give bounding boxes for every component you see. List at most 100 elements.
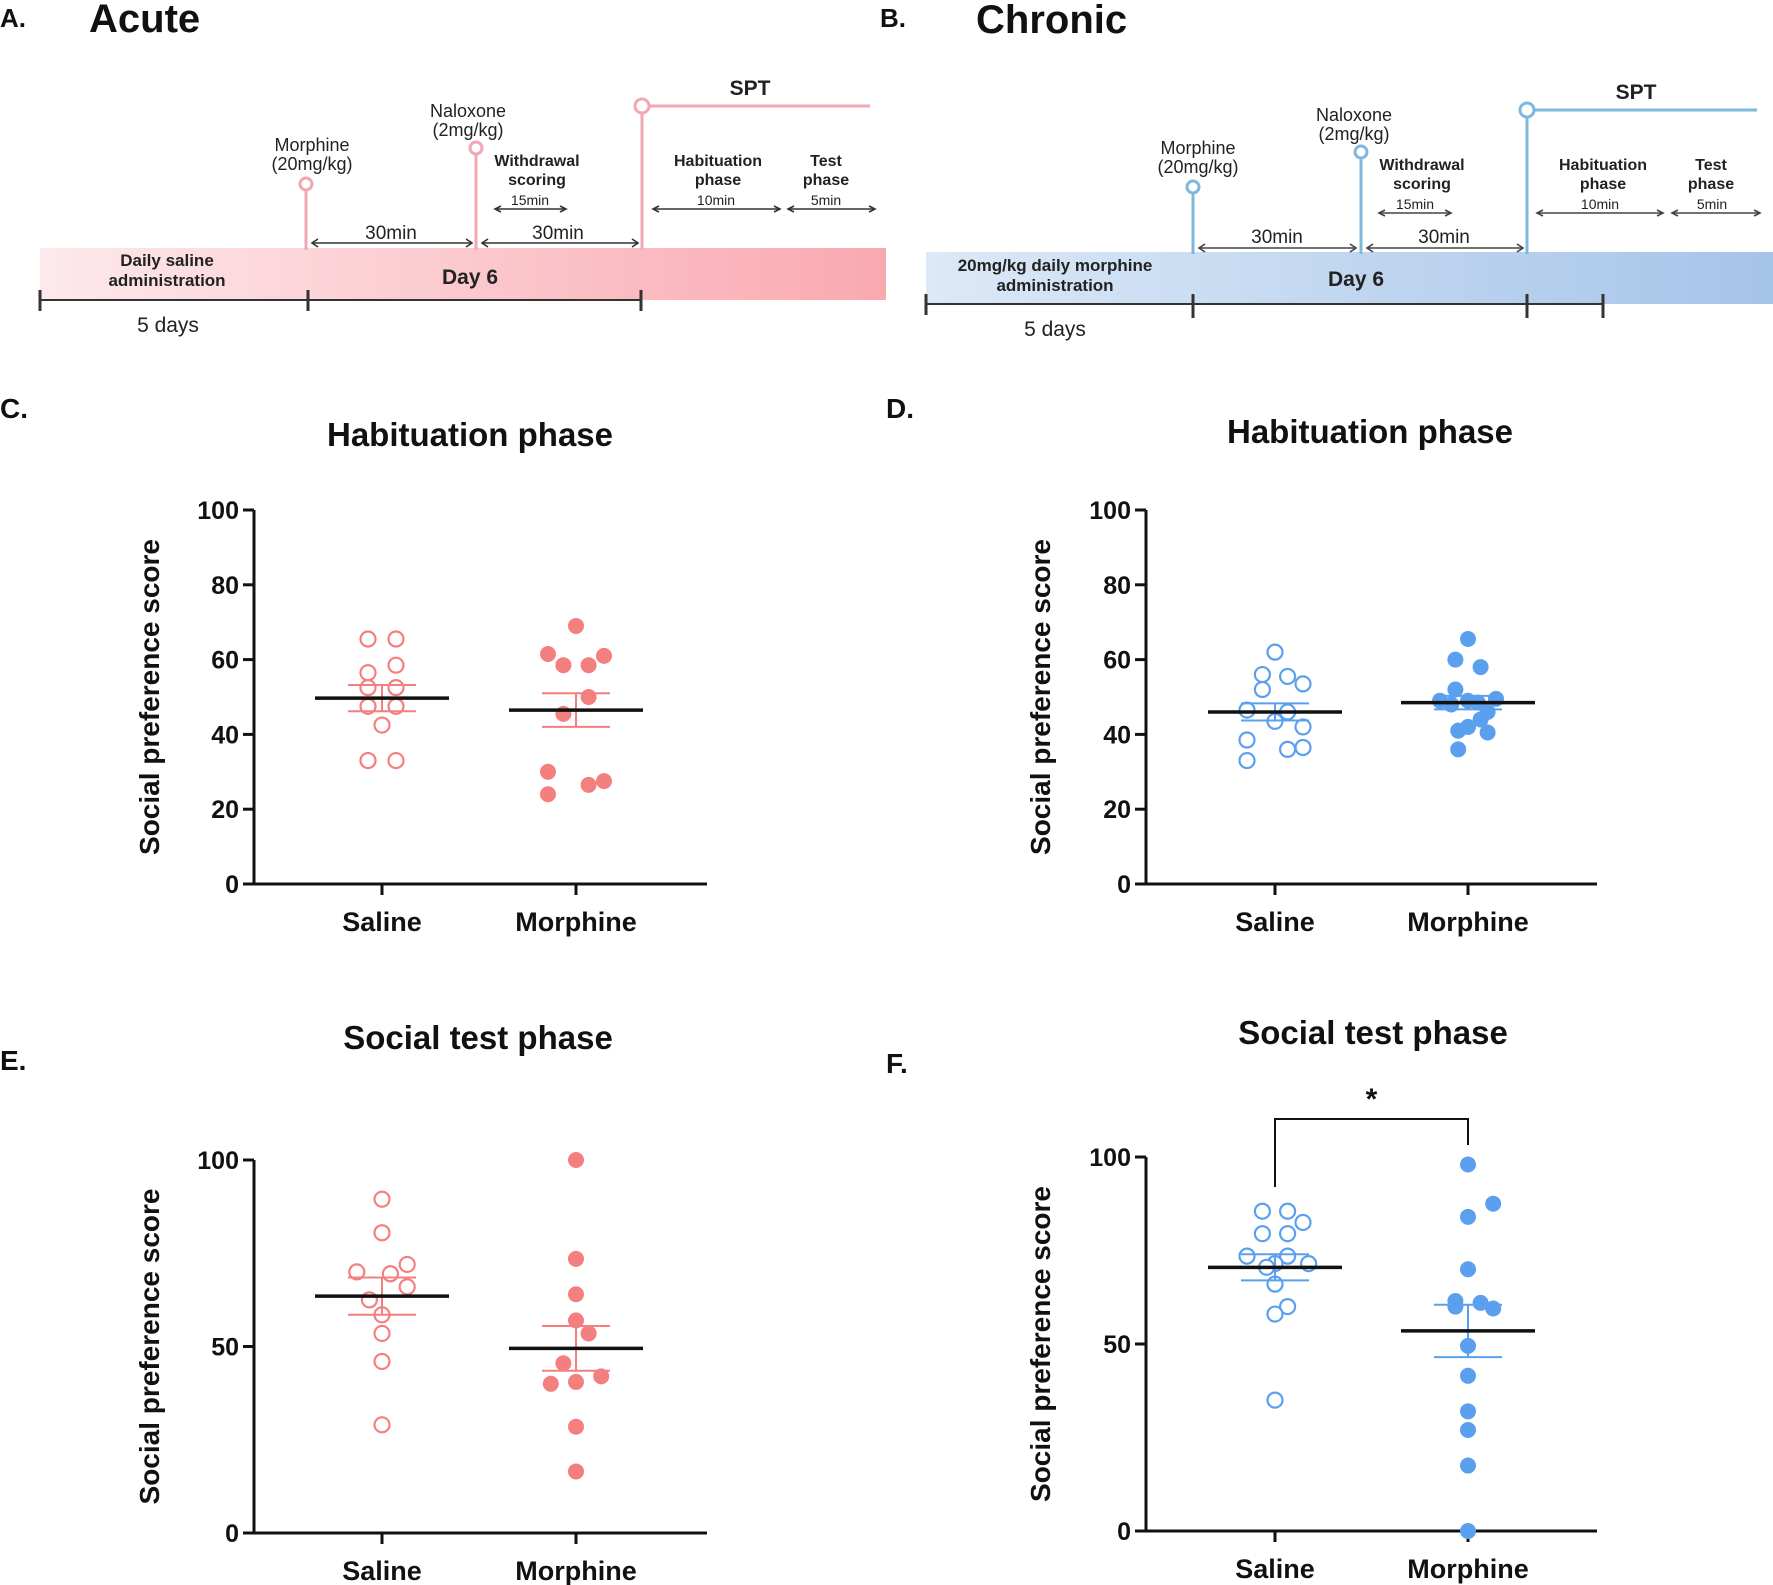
data-point: [1460, 1403, 1476, 1420]
data-point: [568, 1250, 584, 1267]
data-point: [568, 1463, 584, 1480]
syringe-pin-icon: [1185, 179, 1201, 195]
chart-panel-d: Habituation phase Social preference score…: [1025, 413, 1597, 937]
timeline-a-injection2: Naloxone (2mg/kg): [430, 101, 506, 140]
chart-panel-e: Social test phase Social preference score…: [134, 1019, 707, 1585]
x-tick-label: Morphine: [515, 907, 637, 937]
timeline-a: Daily saline administration Day 6 5 days …: [38, 77, 886, 337]
data-point: [387, 630, 405, 648]
data-point: [1278, 1247, 1297, 1265]
y-tick-label: 0: [225, 1520, 239, 1548]
y-axis-label: Social preference score: [1025, 539, 1056, 855]
data-point: [1278, 667, 1297, 686]
timeline-b-injection1: Morphine (20mg/kg): [1157, 138, 1238, 177]
data-point: [1278, 1202, 1297, 1220]
chart-panel-f: Social test phase Social preference score…: [1025, 1014, 1597, 1584]
y-tick-label: 50: [211, 1334, 239, 1362]
timeline-b-withdrawal: Withdrawal scoring: [1379, 157, 1464, 193]
data-point: [1294, 738, 1312, 757]
data-point: [568, 617, 584, 634]
data-point: [1266, 1305, 1284, 1323]
data-point: [387, 679, 405, 697]
chart-title: Social test phase: [343, 1019, 613, 1056]
data-point: [580, 1325, 597, 1342]
y-tick-label: 0: [1117, 871, 1131, 899]
syringe-pin-icon: [298, 176, 314, 192]
significance-bracket: [1274, 1118, 1469, 1187]
data-point: [596, 773, 612, 790]
x-tick-label: Saline: [342, 1556, 422, 1585]
x-tick-label: Morphine: [1407, 907, 1529, 937]
x-tick-label: Saline: [342, 907, 422, 937]
timeline-b: 20mg/kg daily morphine administration Day…: [924, 81, 1773, 341]
chart-title: Social test phase: [1238, 1014, 1508, 1051]
timeline-a-injection1: Morphine (20mg/kg): [271, 135, 352, 174]
data-point: [1238, 1247, 1256, 1265]
timeline-a-spt: SPT: [730, 77, 771, 100]
data-point: [1450, 722, 1467, 739]
timeline-b-spt: SPT: [1616, 81, 1657, 104]
y-tick-label: 60: [211, 647, 239, 675]
data-point: [1238, 701, 1256, 719]
data-point: [1479, 724, 1496, 741]
data-point: [1472, 659, 1489, 676]
timeline-b-test: Test phase: [1688, 157, 1734, 193]
data-point: [1447, 681, 1464, 698]
data-point: [387, 656, 405, 674]
syringe-pin-icon: [1518, 101, 1536, 119]
timeline-a-baseline-label: Daily saline administration: [108, 251, 225, 290]
y-tick-label: 80: [211, 572, 239, 600]
data-point: [580, 689, 597, 705]
data-point: [373, 1224, 391, 1242]
timeline-b-bar: [926, 252, 1773, 304]
y-tick-label: 50: [1103, 1331, 1131, 1359]
data-point: [1472, 711, 1489, 728]
data-point: [1294, 675, 1312, 693]
timeline-a-habituation-duration: 10min: [697, 192, 735, 208]
panel-letter-e: E.: [0, 1045, 26, 1076]
panel-letter-a: A.: [0, 3, 26, 33]
timeline-a-bar: [40, 248, 886, 300]
timeline-a-title: Acute: [89, 0, 200, 41]
data-point: [348, 1263, 366, 1281]
data-point: [1238, 751, 1256, 770]
data-point: [1266, 643, 1284, 661]
data-point: [359, 751, 377, 770]
chart-title: Habituation phase: [327, 416, 613, 453]
data-point: [1447, 651, 1464, 668]
data-point: [1278, 1297, 1297, 1316]
data-point: [387, 751, 405, 770]
data-point: [596, 647, 612, 664]
data-point: [373, 1352, 391, 1371]
y-tick-label: 20: [1103, 796, 1131, 824]
data-point: [568, 1373, 584, 1390]
data-point: [1450, 741, 1467, 758]
data-point: [1460, 1156, 1476, 1173]
timeline-a-arrows: [310, 205, 877, 248]
data-point: [1460, 1367, 1476, 1384]
timeline-a-wait2: 30min: [532, 223, 584, 244]
data-point: [1253, 680, 1272, 699]
timeline-b-habituation-duration: 10min: [1581, 196, 1619, 212]
timeline-b-withdrawal-duration: 15min: [1396, 196, 1434, 212]
data-point: [1238, 731, 1256, 749]
data-point: [1253, 665, 1272, 684]
data-point: [1443, 696, 1460, 713]
data-point: [398, 1255, 416, 1274]
data-point: [1460, 1457, 1476, 1474]
data-point: [1266, 1391, 1284, 1409]
timeline-b-wait1: 30min: [1251, 227, 1303, 248]
y-tick-label: 0: [1117, 1518, 1131, 1546]
data-point: [1460, 631, 1476, 648]
data-point: [1278, 740, 1297, 758]
data-point: [555, 1355, 572, 1372]
y-tick-label: 20: [211, 796, 239, 824]
data-point: [1294, 718, 1312, 736]
timeline-b-baseline-label: 20mg/kg daily morphine administration: [958, 256, 1153, 295]
y-tick-label: 40: [211, 721, 239, 749]
timeline-b-wait2: 30min: [1418, 227, 1470, 248]
data-point: [540, 763, 556, 780]
data-point: [540, 786, 556, 803]
data-point: [555, 657, 572, 674]
